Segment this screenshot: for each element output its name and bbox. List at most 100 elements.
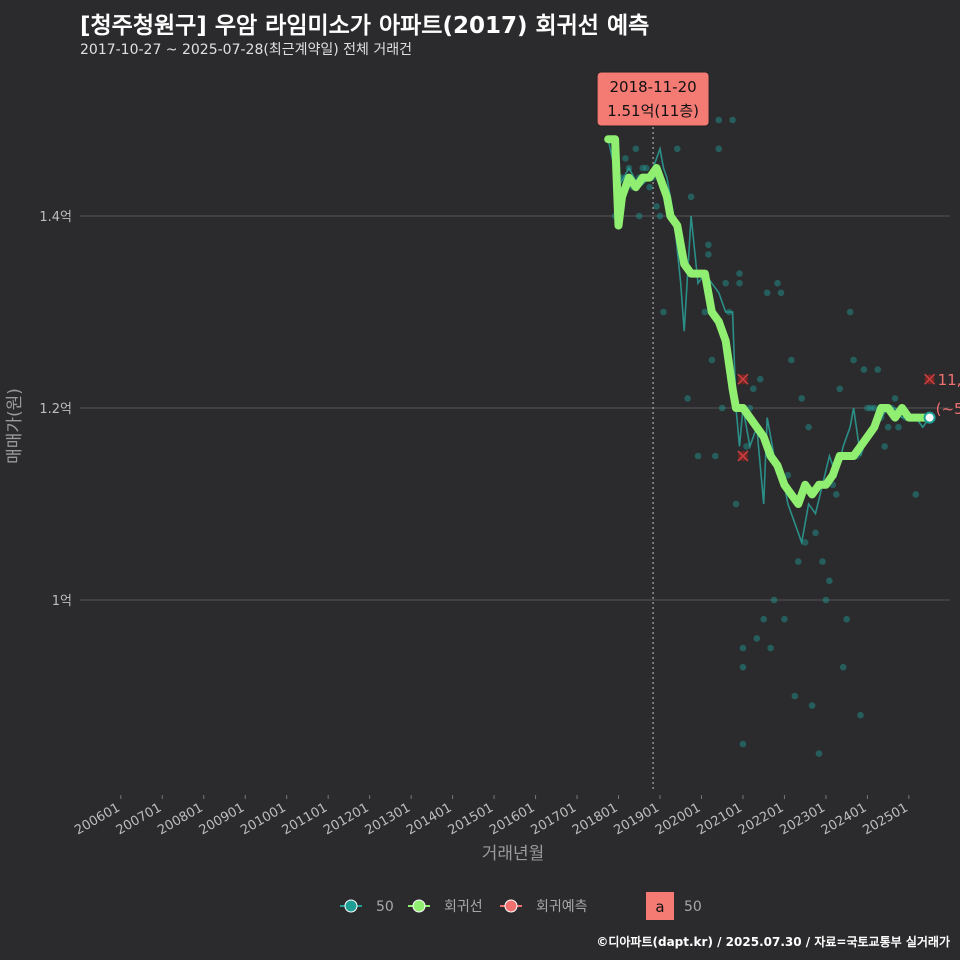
data-point	[839, 663, 847, 671]
data-point	[836, 385, 844, 393]
y-tick-label: 1.4억	[39, 210, 72, 225]
data-point	[656, 212, 664, 220]
legend-label: 회귀선	[444, 899, 483, 915]
legend: 50 회귀선 회귀예측 a 50	[340, 892, 702, 920]
legend-swatch-point	[412, 899, 426, 913]
x-tick-label: 202101	[694, 800, 744, 838]
x-tick-label: 201101	[280, 800, 330, 838]
data-point	[788, 356, 795, 364]
y-axis-title: 매매가(원)	[5, 388, 25, 464]
data-point	[864, 404, 871, 412]
data-point	[874, 366, 882, 373]
x-tick-label: 202501	[860, 800, 910, 838]
prediction-markers	[737, 373, 936, 462]
data-point	[819, 558, 826, 565]
x-tick-label: 202301	[777, 800, 827, 838]
data-point	[694, 452, 702, 460]
x-tick-label: 201001	[238, 800, 288, 838]
data-point	[767, 644, 774, 652]
data-point	[715, 145, 723, 153]
x-tick-label: 202201	[736, 800, 786, 838]
data-point	[722, 279, 729, 287]
y-tick-label: 1억	[52, 594, 72, 609]
data-point	[871, 404, 878, 412]
data-point	[684, 395, 691, 402]
y-tick-labels: 1억 1.2억 1.4억	[39, 210, 72, 609]
data-point	[801, 539, 809, 546]
annotations: 2018-11-20 1.51억(11층) 11,875 (~50㎡)	[596, 71, 960, 424]
data-point	[791, 692, 799, 700]
chart-title: [청주청원구] 우암 라임미소가 아파트(2017) 회귀선 예측	[80, 13, 650, 39]
data-point	[850, 356, 857, 364]
legend-swatch-box	[646, 892, 674, 920]
data-point	[736, 270, 743, 277]
data-point	[660, 308, 667, 316]
data-point	[881, 443, 888, 450]
monthly-average-line	[607, 139, 931, 546]
data-point	[739, 663, 747, 671]
legend-swatch-text: a	[655, 898, 664, 916]
prediction-cross	[737, 373, 749, 385]
x-tick-label: 201801	[570, 800, 620, 838]
data-point	[715, 116, 723, 124]
data-point	[760, 615, 767, 623]
data-point	[763, 289, 771, 297]
data-point	[798, 395, 806, 402]
x-tick-label: 201901	[612, 800, 662, 838]
data-point	[784, 471, 792, 479]
legend-label: 50	[684, 899, 702, 915]
data-point	[732, 500, 740, 508]
data-point	[808, 702, 816, 709]
data-point	[860, 366, 868, 373]
data-point	[701, 308, 709, 316]
data-point	[705, 241, 712, 249]
data-point	[822, 596, 830, 604]
max-label-box	[596, 71, 710, 127]
data-point	[781, 615, 788, 623]
data-point	[646, 183, 653, 191]
data-point	[867, 404, 875, 412]
data-point	[770, 596, 778, 604]
data-point	[912, 491, 920, 498]
x-tick-label: 200901	[197, 800, 247, 838]
x-tick-labels: 2006012007012008012009012010012011012012…	[72, 795, 911, 838]
data-point	[639, 164, 647, 172]
series-line-monthly	[607, 139, 931, 546]
data-point	[743, 443, 750, 450]
data-point	[718, 404, 726, 412]
x-tick-label: 200801	[155, 800, 205, 838]
data-point	[708, 356, 716, 364]
x-tick-label: 201601	[487, 800, 537, 838]
data-point	[739, 740, 747, 748]
legend-swatch-point	[504, 899, 518, 913]
x-tick-label: 202401	[819, 800, 869, 838]
data-point	[843, 615, 850, 623]
x-tick-label: 200701	[114, 800, 164, 838]
data-point	[805, 423, 812, 431]
data-point	[884, 423, 892, 431]
data-point	[736, 279, 743, 287]
data-point	[857, 711, 864, 719]
regression-line	[604, 135, 934, 508]
data-point	[622, 155, 629, 162]
data-point	[895, 423, 902, 431]
legend-label: 회귀예측	[536, 899, 588, 915]
x-tick-label: 202001	[653, 800, 703, 838]
data-point	[712, 452, 719, 460]
data-point	[756, 375, 764, 383]
x-tick-label: 201201	[321, 800, 371, 838]
x-tick-label: 201401	[404, 800, 454, 838]
data-point	[642, 164, 650, 172]
prediction-area-label: (~50㎡)	[936, 400, 960, 418]
data-point	[705, 251, 712, 258]
data-point	[891, 395, 899, 402]
data-point	[673, 145, 681, 153]
data-point	[739, 644, 747, 652]
data-point	[832, 491, 840, 498]
x-tick-label: 201701	[529, 800, 579, 838]
transaction-points	[604, 107, 933, 757]
prediction-cross	[737, 450, 749, 462]
data-point	[635, 212, 643, 220]
grid-lines	[80, 72, 950, 792]
